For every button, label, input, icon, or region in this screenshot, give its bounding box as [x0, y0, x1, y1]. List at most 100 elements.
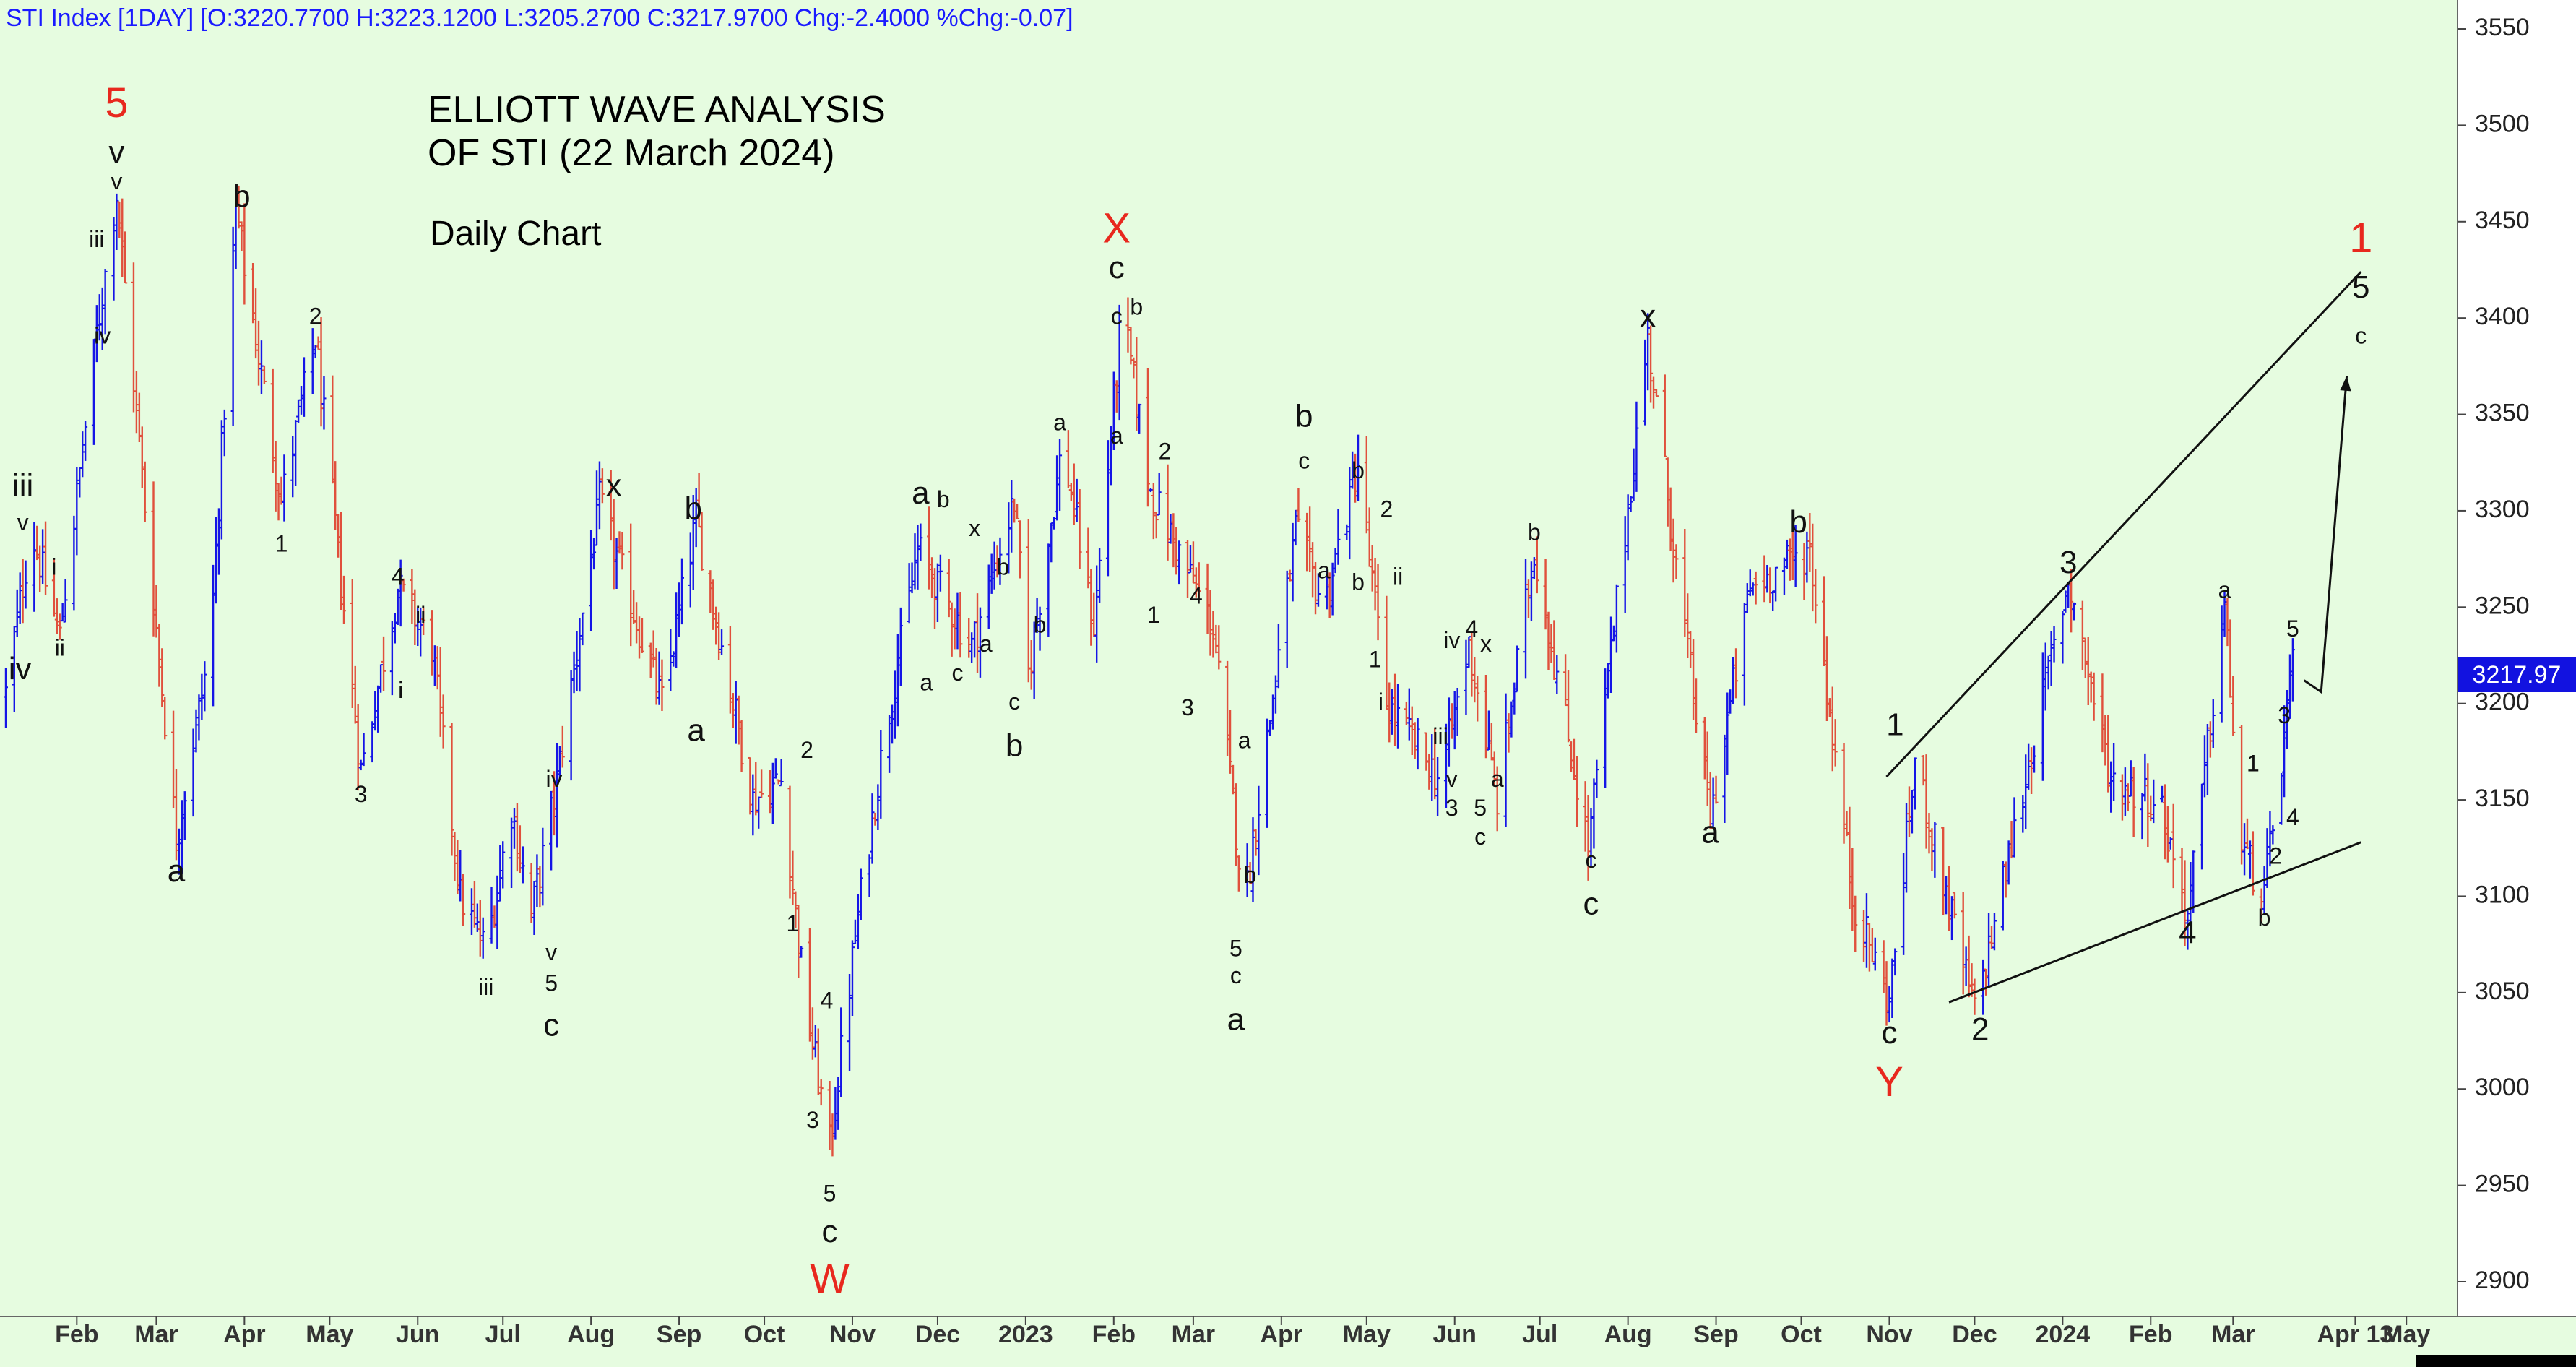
ohlc-bar	[2285, 689, 2290, 749]
wave-label: 1	[1886, 707, 1903, 742]
ohlc-bar	[620, 532, 625, 570]
ohlc-bar	[216, 508, 221, 575]
ohlc-bar	[1344, 524, 1349, 540]
ohlc-bar	[1068, 483, 1073, 501]
wave-label: 5	[1474, 795, 1487, 821]
ohlc-bar	[339, 512, 344, 611]
wave-label: 1	[275, 530, 288, 556]
ohlc-bar	[1205, 563, 1210, 634]
ohlc-bar	[1449, 703, 1454, 739]
ohlc-bar	[202, 661, 207, 712]
ohlc-bar	[1952, 892, 1957, 919]
wave-label: c	[1474, 824, 1486, 850]
ohlc-bar	[876, 784, 881, 831]
ohlc-bar	[2052, 626, 2057, 663]
ohlc-bar	[163, 697, 168, 740]
ohlc-bar	[134, 371, 139, 434]
ohlc-bar	[529, 863, 534, 923]
ohlc-bar	[412, 589, 418, 646]
ohlc-bar	[1611, 625, 1616, 642]
x-tick-label: Aug	[567, 1321, 615, 1348]
ohlc-bar	[1992, 913, 1997, 951]
chart-title: ELLIOTT WAVE ANALYSIS OF STI (22 March 2…	[428, 88, 886, 175]
ohlc-bar	[677, 582, 682, 637]
ohlc-bar	[12, 626, 17, 712]
wave-label: 5	[824, 1180, 837, 1206]
wave-label: c	[951, 660, 963, 686]
x-tick-label: Nov	[1866, 1321, 1912, 1348]
ohlc-bar	[1901, 853, 1906, 955]
wave-label: 2	[2269, 843, 2282, 869]
ohlc-bar	[1609, 616, 1614, 694]
wave-label: b	[1006, 728, 1023, 764]
wave-label: 2	[1380, 496, 1393, 522]
ohlc-bar	[401, 578, 406, 592]
x-tick-label: Jul	[485, 1321, 521, 1348]
wave-label: c	[1585, 847, 1596, 873]
ohlc-bar	[1583, 781, 1588, 852]
y-tick-label: 3500	[2475, 110, 2530, 137]
ohlc-bar	[449, 723, 454, 856]
wave-label: b	[997, 553, 1010, 579]
wave-label: c	[1008, 689, 1020, 715]
ohlc-bar	[1171, 513, 1176, 568]
ohlc-bar	[2185, 910, 2190, 950]
ohlc-bar	[727, 626, 732, 714]
ohlc-bar	[353, 665, 358, 724]
ohlc-bar	[1214, 624, 1219, 654]
ohlc-bar	[1747, 569, 1752, 597]
ohlc-bar	[381, 636, 386, 691]
ohlc-bar	[1864, 893, 1869, 968]
ohlc-bar	[1435, 756, 1440, 816]
ohlc-bar	[438, 647, 443, 737]
ohlc-bar	[2239, 725, 2244, 865]
ohlc-bar	[1981, 959, 1986, 1015]
ohlc-bar	[1393, 673, 1398, 746]
wave-label: b	[1528, 519, 1541, 545]
ohlc-bar	[1872, 937, 1877, 971]
ohlc-bar	[1245, 843, 1250, 898]
ohlc-bar	[1151, 483, 1156, 540]
ohlc-bar	[1049, 522, 1054, 563]
ohlc-bar	[790, 850, 795, 905]
ohlc-bar	[2188, 861, 2193, 932]
ohlc-bar	[890, 704, 895, 744]
wave-label: 5	[105, 79, 128, 126]
ohlc-bar	[498, 845, 503, 902]
ohlc-bar	[1691, 639, 1696, 720]
wave-label: 5	[2286, 616, 2299, 642]
lower-trendline	[1948, 841, 2361, 1004]
ohlc-bar	[895, 634, 900, 727]
ohlc-bar	[1725, 692, 1730, 775]
wave-label: a	[2218, 577, 2231, 603]
ohlc-bar	[1773, 566, 1778, 602]
ohlc-bar	[1486, 710, 1491, 751]
wave-label: i	[1378, 689, 1383, 715]
ohlc-bar	[1594, 759, 1599, 798]
ohlc-bar	[398, 559, 403, 627]
ohlc-bar	[1406, 688, 1412, 741]
ohlc-bar	[949, 602, 954, 657]
ohlc-bar	[1108, 426, 1113, 486]
ohlc-bar	[1055, 455, 1060, 521]
ohlc-bar	[219, 420, 224, 540]
wave-label: a	[687, 712, 705, 748]
ohlc-bar	[907, 563, 912, 624]
ohlc-bar	[1705, 731, 1710, 806]
ohlc-bar	[1324, 569, 1329, 610]
wave-label: iv	[1443, 627, 1460, 653]
ohlc-bar	[2270, 825, 2275, 845]
ohlc-bar	[2046, 655, 2051, 690]
ohlc-bar	[852, 919, 857, 944]
ohlc-bar	[1193, 567, 1198, 598]
wave-label: 4	[1465, 616, 1478, 642]
ohlc-bar	[1929, 828, 1935, 871]
ohlc-bar	[1330, 562, 1335, 616]
ohlc-bar	[1731, 657, 1736, 704]
ohlc-bar	[296, 399, 301, 423]
ohlc-bar	[657, 651, 662, 705]
ohlc-bar	[97, 294, 102, 341]
ohlc-bar	[870, 793, 875, 864]
